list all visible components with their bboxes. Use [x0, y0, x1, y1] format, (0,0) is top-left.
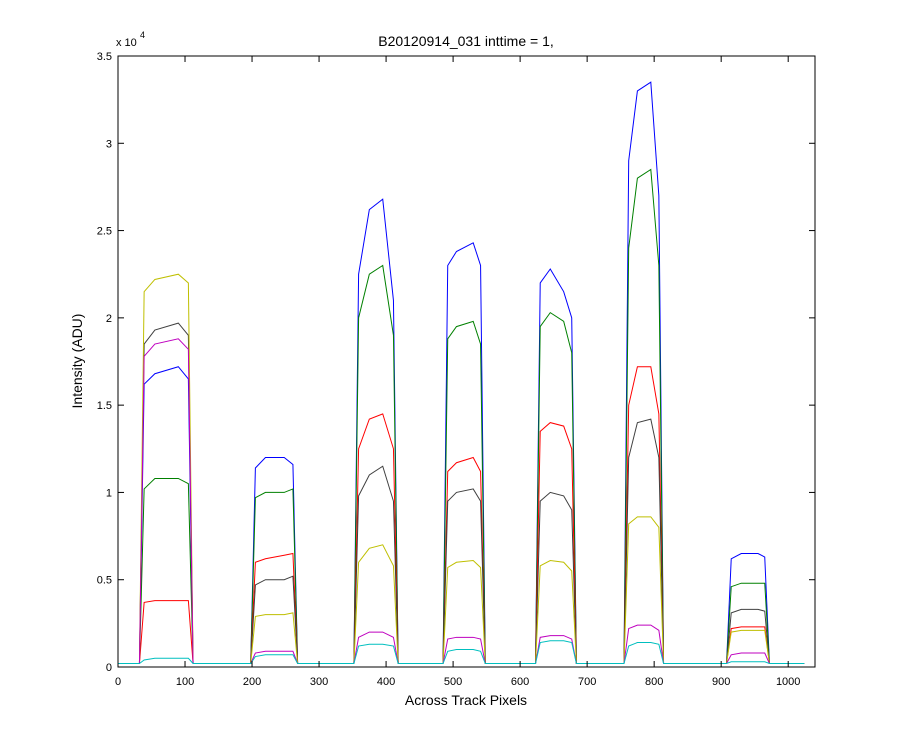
y-tick-label: 1.5 [97, 400, 112, 412]
x-tick-label: 500 [444, 676, 462, 688]
y-tick-label: 0.5 [97, 575, 112, 587]
x-tick-label: 800 [645, 676, 663, 688]
y-exponent-base: x 10 [116, 37, 137, 49]
x-tick-label: 0 [115, 676, 121, 688]
y-tick-label: 2 [106, 313, 112, 325]
x-tick-label: 400 [377, 676, 395, 688]
data-line [118, 273, 805, 665]
y-tick-label: 0 [106, 662, 112, 674]
y-tick-label: 3 [106, 138, 112, 150]
y-exponent-power: 4 [140, 30, 145, 40]
x-tick-label: 600 [511, 676, 529, 688]
y-tick-label: 3.5 [97, 51, 112, 63]
data-line [118, 640, 805, 665]
axes-box [117, 55, 816, 668]
x-tick-label: 700 [578, 676, 596, 688]
y-tick-label: 2.5 [97, 226, 112, 238]
x-tick-label: 100 [176, 676, 194, 688]
x-tick-label: 1000 [776, 676, 800, 688]
x-tick-label: 900 [712, 676, 730, 688]
chart-title: B20120914_031 inttime = 1, [378, 33, 554, 49]
x-tick-label: 200 [243, 676, 261, 688]
y-tick-label: 1 [106, 487, 112, 499]
plot-lines [118, 81, 805, 665]
y-axis-label: Intensity (ADU) [69, 314, 85, 409]
x-tick-label: 300 [310, 676, 328, 688]
x-axis-label: Across Track Pixels [405, 692, 527, 708]
